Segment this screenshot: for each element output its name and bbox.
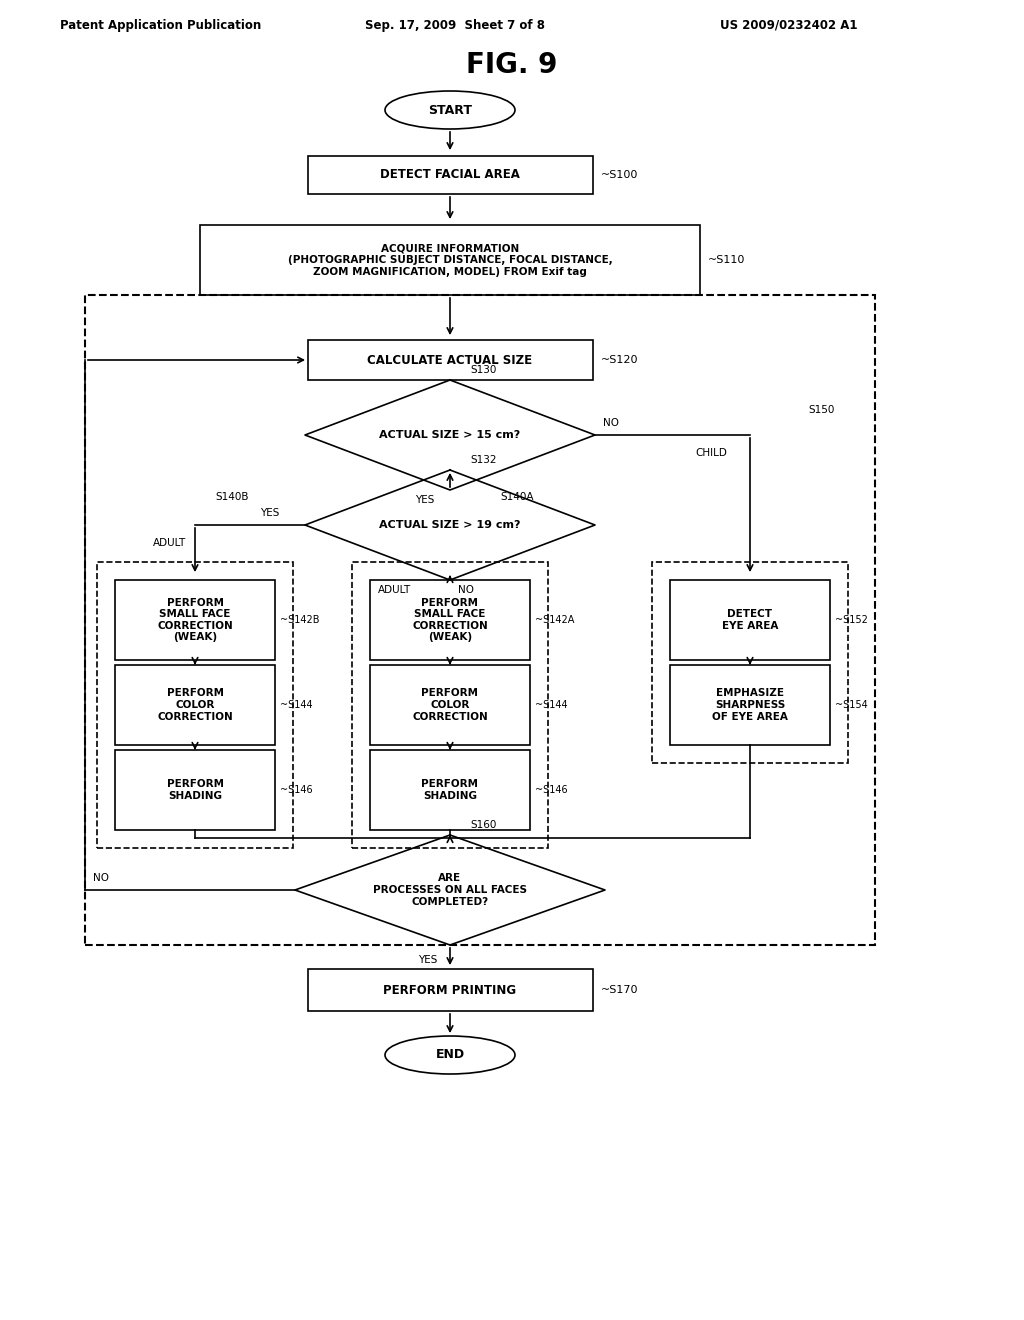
Bar <box>652 562 848 763</box>
Text: YES: YES <box>415 495 434 506</box>
Text: PERFORM
SMALL FACE
CORRECTION
(WEAK): PERFORM SMALL FACE CORRECTION (WEAK) <box>157 598 232 643</box>
Text: NO: NO <box>603 418 618 428</box>
Text: DETECT
EYE AREA: DETECT EYE AREA <box>722 610 778 631</box>
Text: S140B: S140B <box>215 492 249 502</box>
Text: ~S146: ~S146 <box>280 785 312 795</box>
Text: PERFORM
COLOR
CORRECTION: PERFORM COLOR CORRECTION <box>412 689 487 722</box>
Text: ~S146: ~S146 <box>535 785 567 795</box>
Bar <box>370 665 530 744</box>
Bar <box>307 969 593 1011</box>
Text: S150: S150 <box>808 405 835 414</box>
Text: YES: YES <box>418 954 437 965</box>
Text: YES: YES <box>260 508 280 517</box>
Bar <box>115 579 275 660</box>
Text: ACQUIRE INFORMATION
(PHOTOGRAPHIC SUBJECT DISTANCE, FOCAL DISTANCE,
ZOOM MAGNIFI: ACQUIRE INFORMATION (PHOTOGRAPHIC SUBJEC… <box>288 243 612 277</box>
Text: ~S100: ~S100 <box>601 170 638 180</box>
Text: ~S142A: ~S142A <box>535 615 574 624</box>
Bar <box>200 224 700 294</box>
Text: ~S144: ~S144 <box>535 700 567 710</box>
Text: NO: NO <box>458 585 474 595</box>
Text: CALCULATE ACTUAL SIZE: CALCULATE ACTUAL SIZE <box>368 354 532 367</box>
Text: ACTUAL SIZE > 15 cm?: ACTUAL SIZE > 15 cm? <box>379 430 520 440</box>
Bar <box>307 341 593 380</box>
Text: ARE
PROCESSES ON ALL FACES
COMPLETED?: ARE PROCESSES ON ALL FACES COMPLETED? <box>373 874 527 907</box>
Text: Patent Application Publication: Patent Application Publication <box>60 18 261 32</box>
Text: ~S110: ~S110 <box>708 255 745 265</box>
Ellipse shape <box>385 1036 515 1074</box>
Text: US 2009/0232402 A1: US 2009/0232402 A1 <box>720 18 857 32</box>
Bar <box>115 665 275 744</box>
Ellipse shape <box>385 91 515 129</box>
Text: S132: S132 <box>470 455 497 465</box>
Bar <box>670 665 830 744</box>
Text: PERFORM
COLOR
CORRECTION: PERFORM COLOR CORRECTION <box>157 689 232 722</box>
Text: PERFORM
SHADING: PERFORM SHADING <box>167 779 223 801</box>
Bar <box>115 750 275 830</box>
Bar <box>352 562 548 847</box>
Text: ~S170: ~S170 <box>601 985 639 995</box>
Bar <box>370 579 530 660</box>
Text: START: START <box>428 103 472 116</box>
Text: PERFORM
SHADING: PERFORM SHADING <box>422 779 478 801</box>
Text: ~S144: ~S144 <box>280 700 312 710</box>
Text: ~S142B: ~S142B <box>280 615 319 624</box>
Text: ADULT: ADULT <box>378 585 412 595</box>
Text: S140A: S140A <box>500 492 534 502</box>
Text: ACTUAL SIZE > 19 cm?: ACTUAL SIZE > 19 cm? <box>379 520 521 531</box>
Text: S160: S160 <box>470 820 497 830</box>
Bar <box>670 579 830 660</box>
Text: PERFORM PRINTING: PERFORM PRINTING <box>383 983 516 997</box>
Text: EMPHASIZE
SHARPNESS
OF EYE AREA: EMPHASIZE SHARPNESS OF EYE AREA <box>712 689 787 722</box>
Text: ~S152: ~S152 <box>835 615 868 624</box>
Text: Sep. 17, 2009  Sheet 7 of 8: Sep. 17, 2009 Sheet 7 of 8 <box>365 18 545 32</box>
Bar <box>97 562 293 847</box>
Text: CHILD: CHILD <box>695 447 727 458</box>
Text: DETECT FACIAL AREA: DETECT FACIAL AREA <box>380 169 520 181</box>
Text: ~S154: ~S154 <box>835 700 867 710</box>
Text: NO: NO <box>93 873 109 883</box>
Text: FIG. 9: FIG. 9 <box>466 51 558 79</box>
Text: ~S120: ~S120 <box>601 355 639 366</box>
Bar <box>370 750 530 830</box>
Bar <box>85 294 874 945</box>
Text: ADULT: ADULT <box>153 539 186 548</box>
Text: S130: S130 <box>470 366 497 375</box>
Text: END: END <box>435 1048 465 1061</box>
Bar <box>307 156 593 194</box>
Text: PERFORM
SMALL FACE
CORRECTION
(WEAK): PERFORM SMALL FACE CORRECTION (WEAK) <box>412 598 487 643</box>
